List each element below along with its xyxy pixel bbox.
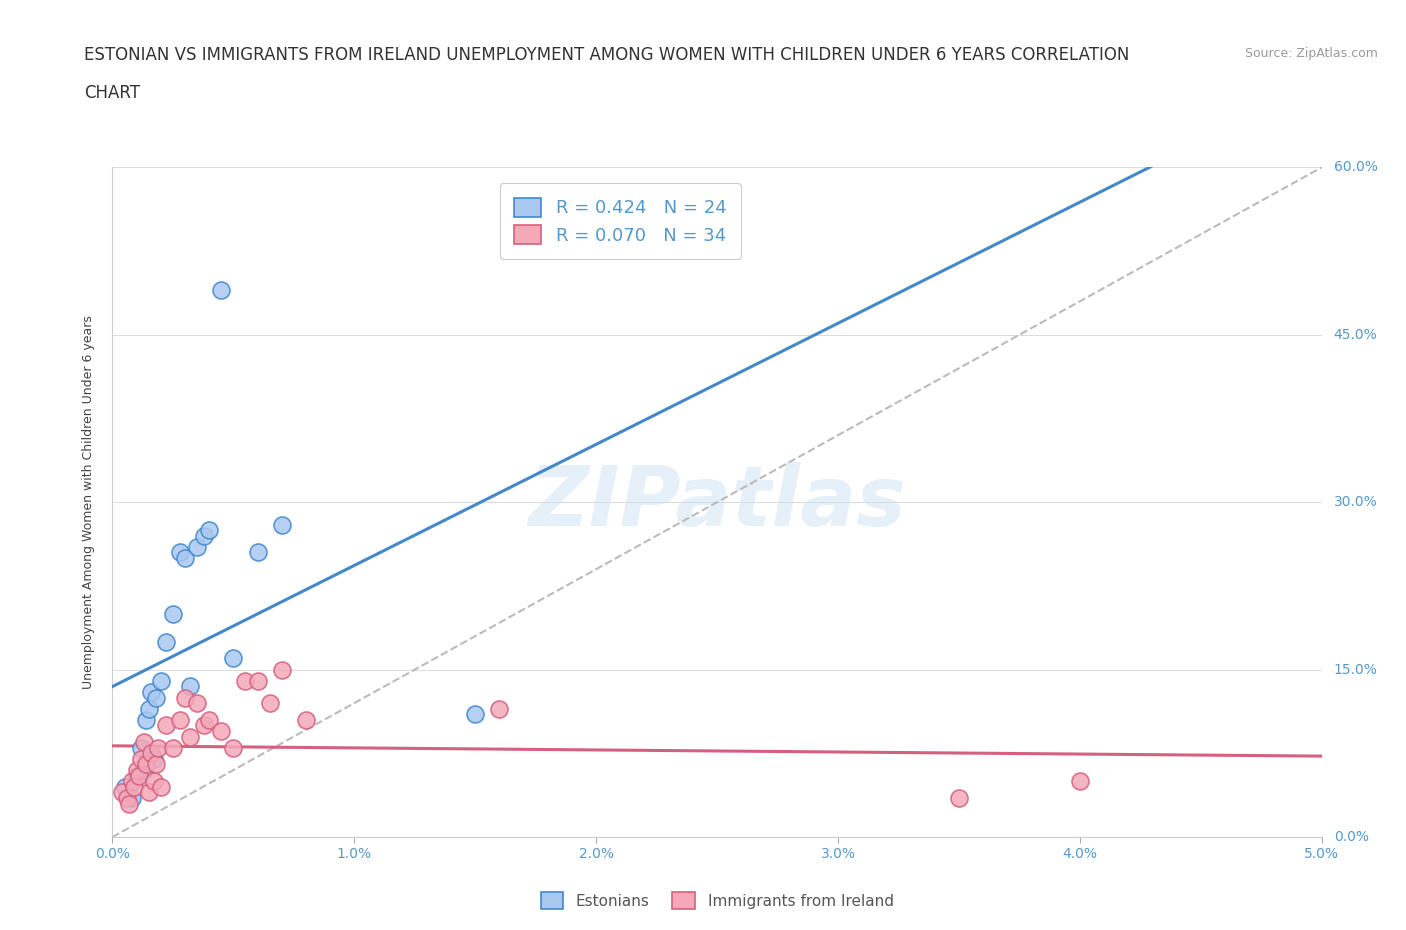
Point	[179, 729, 201, 744]
Point	[128, 768, 150, 783]
Point	[132, 763, 155, 777]
Text: Source: ZipAtlas.com: Source: ZipAtlas.com	[1244, 46, 1378, 60]
Point	[145, 757, 167, 772]
Text: 60.0%: 60.0%	[1334, 160, 1378, 175]
Point	[145, 690, 167, 705]
Point	[131, 740, 153, 755]
Legend: Estonians, Immigrants from Ireland: Estonians, Immigrants from Ireland	[533, 884, 901, 916]
Point	[174, 551, 197, 565]
Point	[198, 523, 221, 538]
Point	[209, 724, 232, 738]
Point	[948, 790, 970, 805]
Point	[162, 606, 184, 621]
Point	[114, 779, 136, 794]
Point	[186, 539, 208, 554]
Text: CHART: CHART	[84, 84, 141, 101]
Point	[142, 774, 165, 789]
Point	[111, 785, 134, 800]
Point	[270, 662, 292, 677]
Point	[149, 673, 172, 688]
Point	[121, 790, 143, 805]
Point	[169, 712, 191, 727]
Point	[132, 735, 155, 750]
Point	[141, 746, 163, 761]
Point	[222, 740, 245, 755]
Point	[270, 517, 292, 532]
Point	[138, 701, 160, 716]
Point	[148, 740, 170, 755]
Point	[186, 696, 208, 711]
Point	[464, 707, 486, 722]
Point	[246, 545, 269, 560]
Point	[259, 696, 281, 711]
Point	[142, 751, 165, 766]
Text: 0.0%: 0.0%	[1334, 830, 1368, 844]
Text: ESTONIAN VS IMMIGRANTS FROM IRELAND UNEMPLOYMENT AMONG WOMEN WITH CHILDREN UNDER: ESTONIAN VS IMMIGRANTS FROM IRELAND UNEM…	[84, 46, 1130, 64]
Point	[125, 768, 148, 783]
Text: 30.0%: 30.0%	[1334, 495, 1378, 510]
Point	[222, 651, 245, 666]
Point	[295, 712, 318, 727]
Point	[118, 796, 141, 811]
Y-axis label: Unemployment Among Women with Children Under 6 years: Unemployment Among Women with Children U…	[82, 315, 96, 689]
Point	[155, 634, 177, 649]
Text: 15.0%: 15.0%	[1334, 662, 1378, 677]
Point	[121, 774, 143, 789]
Point	[193, 718, 215, 733]
Point	[125, 763, 148, 777]
Point	[193, 528, 215, 543]
Point	[235, 673, 257, 688]
Text: 45.0%: 45.0%	[1334, 327, 1378, 342]
Point	[149, 779, 172, 794]
Point	[209, 283, 232, 298]
Point	[174, 690, 197, 705]
Point	[488, 701, 510, 716]
Point	[162, 740, 184, 755]
Point	[1069, 774, 1091, 789]
Point	[135, 712, 157, 727]
Point	[135, 757, 157, 772]
Point	[169, 545, 191, 560]
Point	[115, 790, 138, 805]
Point	[155, 718, 177, 733]
Point	[122, 779, 145, 794]
Point	[179, 679, 201, 694]
Text: ZIPatlas: ZIPatlas	[529, 461, 905, 543]
Point	[198, 712, 221, 727]
Point	[138, 785, 160, 800]
Point	[131, 751, 153, 766]
Point	[141, 684, 163, 699]
Point	[246, 673, 269, 688]
